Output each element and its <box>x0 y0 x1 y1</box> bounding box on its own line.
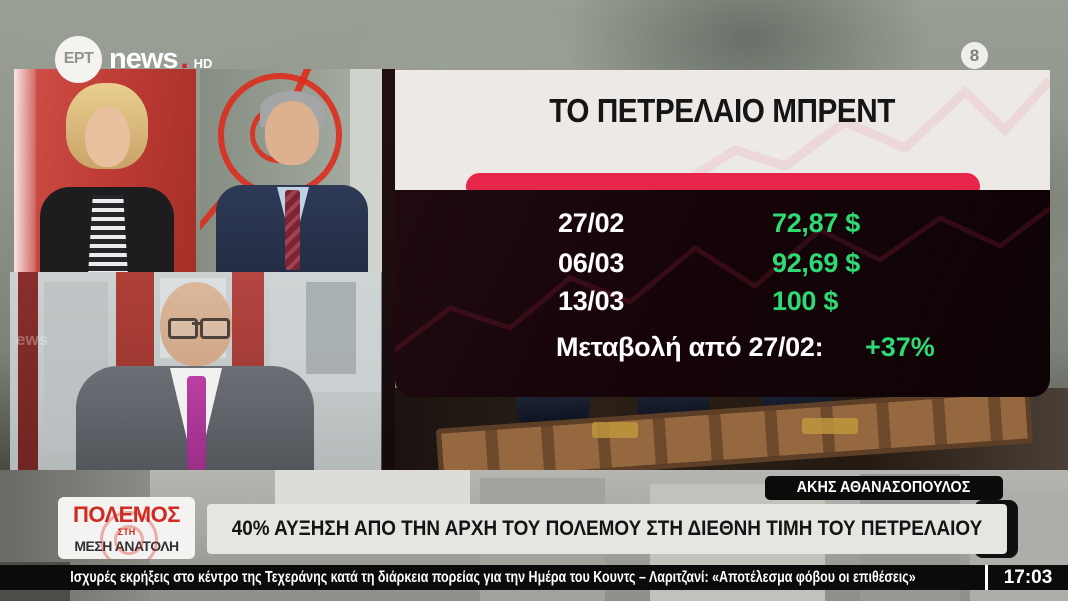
price-date: 27/02 <box>558 208 625 238</box>
speaker-name: ΑΚΗΣ ΑΘΑΝΑΣΟΠΟΥΛΟΣ <box>797 479 971 496</box>
ticker-separator <box>985 565 988 590</box>
logo-hd-text: HD <box>193 55 213 71</box>
headline-bar: 40% ΑΥΞΗΣΗ ΑΠΟ ΤΗΝ ΑΡΧΗ ΤΟΥ ΠΟΛΕΜΟΥ ΣΤΗ … <box>207 504 1007 554</box>
presenter-video-studio-male: ews <box>10 272 381 470</box>
presenter-tie <box>187 376 206 470</box>
presenter-video-anchor-female <box>14 69 196 272</box>
logo-news-text: news <box>109 42 179 75</box>
price-date: 13/03 <box>558 286 625 316</box>
panel-title: ΤΟ ΠΕΤΡΕΛΑΙΟ ΜΠΡΕΝΤ <box>549 92 896 129</box>
logo-red-dot: . <box>180 42 189 75</box>
topic-badge: ΠΟΛΕΜΟΣ ΣΤΗ ΜΕΣΗ ΑΝΑΤΟΛΗ <box>58 497 195 559</box>
target-icon <box>100 511 158 559</box>
target-icon <box>114 525 144 555</box>
change-row: Μεταβολή από 27/02: +37% <box>395 332 1050 366</box>
oil-price-row: 13/03 100 $ <box>395 286 1050 320</box>
presenter-face <box>265 101 319 165</box>
ticker-text-area: Ισχυρές εκρήξεις στο κέντρο της Τεχεράνη… <box>0 569 985 587</box>
change-value: +37% <box>865 332 935 362</box>
ert-news-logo: ΕΡΤ news . HD <box>55 34 212 84</box>
change-label: Μεταβολή από 27/02: <box>556 332 824 362</box>
presenter-video-guest-male <box>200 69 382 272</box>
price-value: 92,69 $ <box>772 248 860 278</box>
studio-screen <box>306 282 356 374</box>
chart-line-decoration <box>395 206 1050 352</box>
channel-number-badge: 8 <box>961 42 988 69</box>
clock: 17:03 <box>1003 566 1053 588</box>
ert-logo-icon: ΕΡΤ <box>55 35 102 83</box>
presenter-face <box>85 107 130 167</box>
speaker-name-tag: ΑΚΗΣ ΑΘΑΝΑΣΟΠΟΥΛΟΣ <box>765 476 1003 500</box>
oil-barrels-background <box>382 388 1068 470</box>
studio-news-watermark: ews <box>16 330 49 349</box>
brent-panel-body: 27/02 72,87 $ 06/03 92,69 $ 13/03 100 $ … <box>395 190 1050 397</box>
ticker-text: Ισχυρές εκρήξεις στο κέντρο της Τεχεράνη… <box>69 568 916 586</box>
pallet-glint <box>802 418 858 434</box>
presenter-striped-top <box>88 195 128 272</box>
building-shape <box>275 470 470 510</box>
studio-light-strip <box>14 69 36 272</box>
oil-price-row: 06/03 92,69 $ <box>395 248 1050 282</box>
price-value: 72,87 $ <box>772 208 860 238</box>
price-value: 100 $ <box>772 286 839 316</box>
brent-panel-header: ΤΟ ΠΕΤΡΕΛΑΙΟ ΜΠΡΕΝΤ <box>395 70 1050 190</box>
price-date: 06/03 <box>558 248 625 278</box>
headline-text: 40% ΑΥΞΗΣΗ ΑΠΟ ΤΗΝ ΑΡΧΗ ΤΟΥ ΠΟΛΕΜΟΥ ΣΤΗ … <box>231 517 983 540</box>
studio-pillar <box>18 272 38 470</box>
news-ticker: Ισχυρές εκρήξεις στο κέντρο της Τεχεράνη… <box>0 565 1068 590</box>
pallet-glint <box>592 422 638 438</box>
oil-price-row: 27/02 72,87 $ <box>395 208 1050 242</box>
presenter-glasses <box>166 318 230 339</box>
presenter-tie <box>285 190 300 270</box>
chart-line-decoration <box>675 76 1050 190</box>
background-gap-strip <box>382 69 395 470</box>
